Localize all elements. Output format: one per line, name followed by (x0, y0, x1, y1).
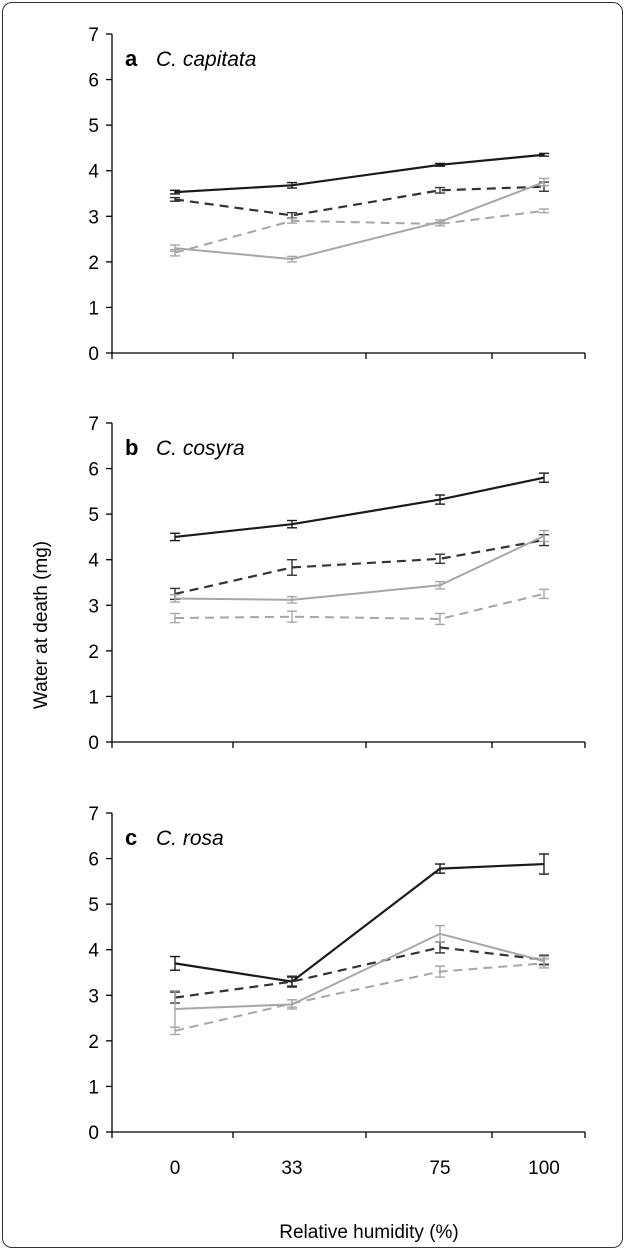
error-bar (287, 559, 297, 576)
y-tick-label: 3 (88, 596, 99, 617)
panel-b: 0 1 2 3 4 5 6 7 b C. cosyra (88, 414, 586, 754)
error-bar (287, 595, 297, 604)
panel-species-title: C. cosyra (156, 437, 245, 460)
error-bar (539, 853, 549, 875)
y-tick-label: 0 (88, 344, 99, 365)
error-bar (539, 472, 549, 483)
series-line-solid-gray (174, 181, 545, 261)
error-bar (435, 580, 445, 590)
y-tick-label: 5 (88, 116, 99, 137)
error-bar (435, 553, 445, 565)
panel-species-title: C. rosa (156, 827, 224, 850)
y-tick-label: 2 (88, 253, 99, 274)
y-tick-label: 5 (88, 505, 99, 526)
error-bar (435, 612, 445, 626)
error-bar (170, 532, 180, 542)
series-line-dashed-black (174, 946, 545, 999)
error-bar (287, 610, 297, 623)
x-tick-label: 75 (429, 1158, 450, 1179)
error-bar (539, 588, 549, 600)
y-tick-label: 3 (88, 207, 99, 228)
panel-species-title: C. capitata (156, 48, 256, 71)
error-bar (435, 924, 445, 943)
error-bar (287, 519, 297, 529)
error-bar (435, 965, 445, 978)
y-tick-label: 2 (88, 1032, 99, 1053)
panel-letter: a (125, 46, 138, 71)
x-tick-label: 33 (281, 1158, 302, 1179)
series-line-solid-gray (174, 932, 545, 1010)
panel-letter: c (125, 825, 137, 850)
y-tick-label: 0 (88, 733, 99, 754)
series-line-solid-black (174, 862, 545, 983)
error-bar (170, 248, 180, 257)
x-tick-label: 0 (170, 1158, 181, 1179)
y-tick-label: 7 (88, 25, 99, 46)
y-tick-label: 6 (88, 460, 99, 481)
error-bar (539, 958, 549, 969)
error-bar (435, 863, 445, 874)
error-bar (539, 152, 549, 157)
error-bar (170, 594, 180, 603)
error-bar (170, 612, 180, 624)
y-axis-title: Water at death (mg) (31, 541, 52, 709)
error-bar (539, 529, 549, 543)
error-bar (170, 189, 180, 195)
series-line-dashed-gray (174, 209, 545, 254)
series-line-dashed-gray (174, 962, 545, 1032)
y-tick-label: 7 (88, 414, 99, 435)
y-tick-label: 7 (88, 804, 99, 825)
y-tick-label: 5 (88, 895, 99, 916)
error-bar (170, 196, 180, 202)
error-bar (287, 255, 297, 263)
panel-a: 0 1 2 3 4 5 6 7 a C. capitata (88, 25, 586, 365)
y-tick-label: 0 (88, 1123, 99, 1144)
error-bar (539, 177, 549, 187)
error-bar (435, 494, 445, 505)
error-bar (170, 1026, 180, 1036)
panel-c: 0 1 2 3 4 5 6 7 0 33 75 100 c C. rosa (88, 804, 586, 1179)
y-tick-label: 6 (88, 850, 99, 871)
error-bar (435, 186, 445, 194)
error-bar (287, 181, 297, 189)
series-line-solid-black (174, 476, 545, 539)
y-tick-label: 1 (88, 687, 99, 708)
y-tick-label: 1 (88, 298, 99, 319)
y-tick-label: 4 (88, 162, 99, 183)
x-axis-title: Relative humidity (%) (279, 1222, 459, 1243)
panel-letter: b (125, 435, 138, 460)
error-bar (287, 217, 297, 224)
error-bar (170, 955, 180, 971)
error-bar (287, 999, 297, 1008)
series-line-solid-black (174, 153, 545, 194)
error-bar (435, 221, 445, 227)
y-tick-label: 1 (88, 1077, 99, 1098)
series-line-dashed-gray (174, 592, 545, 620)
series-line-dashed-black (174, 539, 545, 595)
y-tick-label: 6 (88, 71, 99, 92)
series-line-dashed-black (174, 185, 545, 217)
x-tick-label: 100 (528, 1158, 560, 1179)
series-line-solid-gray (174, 535, 545, 601)
error-bar (539, 208, 549, 214)
y-tick-label: 4 (88, 941, 99, 962)
error-bar (287, 975, 297, 988)
y-tick-label: 2 (88, 642, 99, 663)
y-tick-label: 4 (88, 551, 99, 572)
y-tick-label: 3 (88, 986, 99, 1007)
error-bar (435, 162, 445, 167)
